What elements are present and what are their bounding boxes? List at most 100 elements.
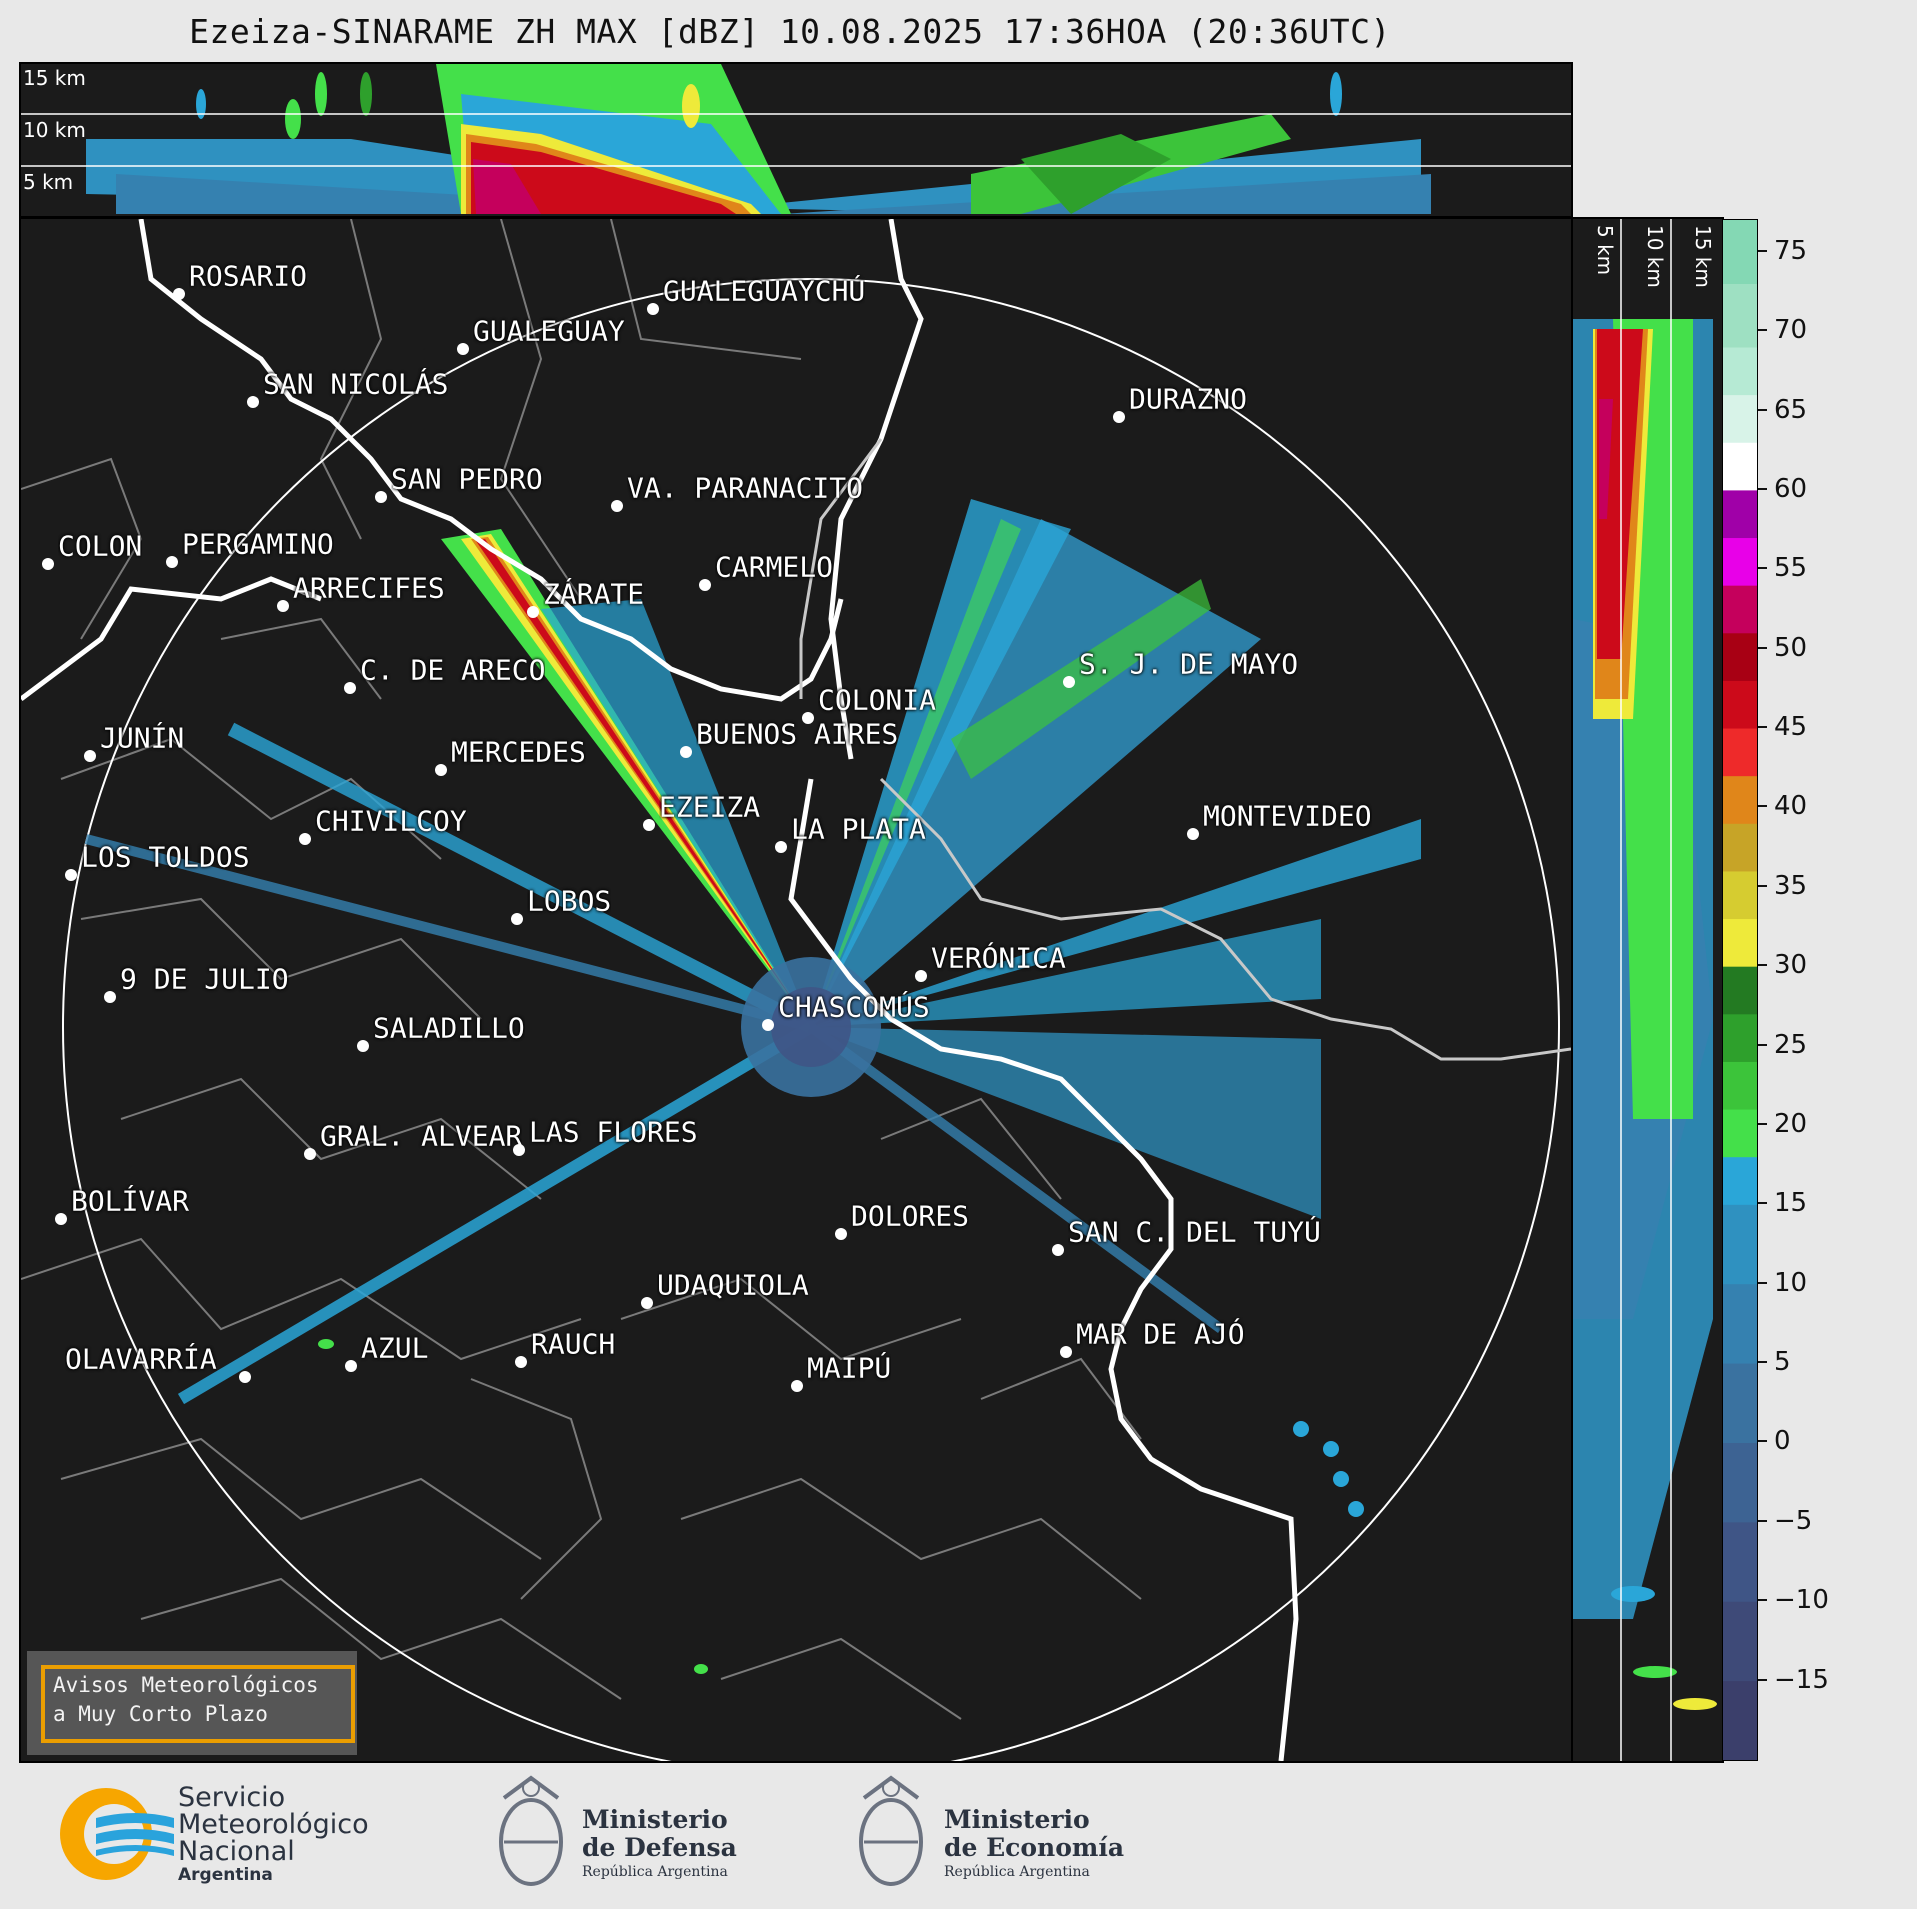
city-marker xyxy=(1187,828,1199,840)
side-altitude-label-10: 10 km xyxy=(1643,225,1667,288)
colorbar-tick-mark xyxy=(1758,1202,1767,1205)
argentina-seal-icon xyxy=(859,1775,923,1886)
colorbar-tick-label: 70 xyxy=(1774,315,1808,346)
city-label: VA. PARANACITO xyxy=(627,471,864,505)
city-label: COLON xyxy=(58,529,143,563)
colorbar-tick-label: 75 xyxy=(1774,235,1808,266)
city-marker xyxy=(1113,411,1125,423)
city-marker xyxy=(515,1356,527,1368)
city-label: UDAQUIOLA xyxy=(657,1268,809,1302)
city-label: SAN C. DEL TUYÚ xyxy=(1068,1215,1321,1249)
colorbar-tick-label: −10 xyxy=(1774,1585,1829,1616)
alert-line-1: Avisos Meteorológicos xyxy=(53,1673,319,1697)
colorbar-segment xyxy=(1723,347,1757,396)
city-marker xyxy=(802,712,814,724)
colorbar-tick-label: 15 xyxy=(1774,1188,1808,1219)
colorbar-segment xyxy=(1723,1442,1757,1523)
colorbar-tick-label: 5 xyxy=(1774,1347,1791,1378)
colorbar-tick-label: 60 xyxy=(1774,473,1808,504)
economia-line-2: de Economía xyxy=(944,1833,1125,1862)
side-altitude-label-15: 15 km xyxy=(1691,225,1715,288)
city-marker xyxy=(173,288,185,300)
city-marker xyxy=(55,1213,67,1225)
colorbar xyxy=(1722,219,1758,1761)
page-title: Ezeiza-SINARAME ZH MAX [dBZ] 10.08.2025 … xyxy=(189,12,1391,51)
city-label: CHIVILCOY xyxy=(315,804,467,838)
city-label: LA PLATA xyxy=(791,812,926,846)
city-label: MONTEVIDEO xyxy=(1203,799,1372,833)
city-marker xyxy=(166,556,178,568)
colorbar-segment xyxy=(1723,1601,1757,1682)
economia-logo-text: Ministerio de Economía República Argenti… xyxy=(944,1806,1124,1882)
city-label: CARMELO xyxy=(715,550,834,584)
alert-box-border[interactable]: Avisos Meteorológicos a Muy Corto Plazo xyxy=(41,1665,355,1743)
city-marker xyxy=(611,500,623,512)
city-marker xyxy=(104,991,116,1003)
smn-logo-text: Servicio Meteorológico Nacional Argentin… xyxy=(178,1784,369,1885)
defensa-line-2: de Defensa xyxy=(582,1833,737,1862)
colorbar-segment xyxy=(1723,1283,1757,1364)
colorbar-segment xyxy=(1723,632,1757,681)
city-marker xyxy=(643,819,655,831)
smn-line-2: Meteorológico xyxy=(178,1809,369,1840)
colorbar-tick-mark xyxy=(1758,805,1767,808)
city-label: SAN NICOLÁS xyxy=(263,367,449,401)
city-label: RAUCH xyxy=(531,1327,616,1361)
city-label: AZUL xyxy=(361,1331,429,1365)
colorbar-tick-label: 50 xyxy=(1774,632,1808,663)
city-marker xyxy=(375,491,387,503)
city-marker xyxy=(1052,1244,1064,1256)
city-marker xyxy=(762,1019,774,1031)
footer-logos: Servicio Meteorológico Nacional Argentin… xyxy=(0,1762,1917,1909)
colorbar-tick-mark xyxy=(1758,329,1767,332)
city-label: 9 DE JULIO xyxy=(120,962,289,996)
city-label: S. J. DE MAYO xyxy=(1079,647,1299,681)
top-cross-section-panel: 15 km 10 km 5 km xyxy=(19,62,1573,218)
city-label: ARRECIFES xyxy=(293,571,445,605)
city-label: ZÁRATE xyxy=(543,577,645,611)
colorbar-segment xyxy=(1723,489,1757,539)
city-label: OLAVARRÍA xyxy=(65,1342,217,1376)
economia-seal xyxy=(854,1774,928,1898)
colorbar-tick-label: 55 xyxy=(1774,553,1808,584)
alert-box[interactable]: Avisos Meteorológicos a Muy Corto Plazo xyxy=(27,1651,357,1755)
city-marker xyxy=(680,746,692,758)
city-label: GUALEGUAY xyxy=(473,314,625,348)
colorbar-tick-mark xyxy=(1758,1519,1767,1522)
colorbar-tick-mark xyxy=(1758,1281,1767,1284)
city-marker xyxy=(299,833,311,845)
city-marker xyxy=(699,579,711,591)
defensa-seal xyxy=(494,1774,568,1898)
colorbar-tick-label: 10 xyxy=(1774,1267,1808,1298)
radar-range-ring xyxy=(62,278,1560,1761)
colorbar-segment xyxy=(1723,1156,1757,1205)
radar-map-panel: ROSARIO GUALEGUAYCHÚ GUALEGUAY SAN NICOLÁS D… xyxy=(19,217,1573,1763)
colorbar-segment xyxy=(1723,1013,1757,1062)
colorbar-segment xyxy=(1723,442,1757,491)
smn-line-4: Argentina xyxy=(178,1865,273,1885)
city-marker xyxy=(775,841,787,853)
radar-echoes xyxy=(84,499,1421,1674)
colorbar-tick-mark xyxy=(1758,646,1767,649)
city-label: DURAZNO xyxy=(1129,382,1248,416)
city-marker xyxy=(42,558,54,570)
city-label: GUALEGUAYCHÚ xyxy=(663,274,866,308)
city-label: CHASCOMÚS xyxy=(778,990,930,1024)
colorbar-segment xyxy=(1723,283,1757,348)
city-marker xyxy=(915,970,927,982)
colorbar-tick-mark xyxy=(1758,964,1767,967)
colorbar-tick-label: 40 xyxy=(1774,791,1808,822)
coastline-rivers xyxy=(21,219,1299,1761)
city-marker xyxy=(357,1040,369,1052)
colorbar-segment xyxy=(1723,1061,1757,1110)
colorbar-segment xyxy=(1723,775,1757,824)
economia-line-3: República Argentina xyxy=(944,1864,1090,1880)
colorbar-segment xyxy=(1723,680,1757,729)
colorbar-tick-mark xyxy=(1758,1043,1767,1046)
colorbar-segment xyxy=(1723,220,1757,285)
colorbar-tick-label: −5 xyxy=(1774,1505,1813,1536)
city-label: JUNÍN xyxy=(100,721,185,755)
colorbar-segment xyxy=(1723,1109,1757,1158)
economia-line-1: Ministerio xyxy=(944,1805,1090,1834)
colorbar-tick-label: 35 xyxy=(1774,870,1808,901)
